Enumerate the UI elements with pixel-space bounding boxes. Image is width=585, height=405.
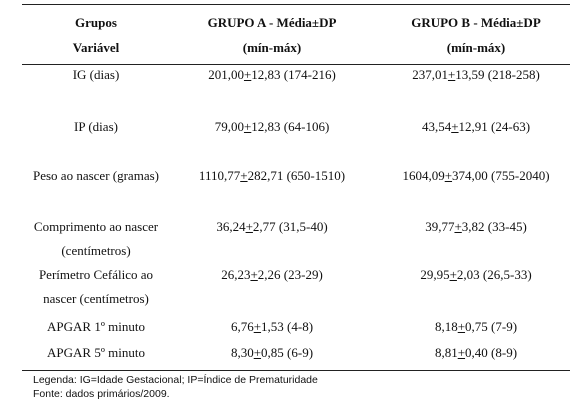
row-perimetro-group-a: 26,23+2,26 (23-29) — [176, 264, 368, 285]
range-value: (64-106) — [283, 119, 330, 134]
row-comprimento-group-b: 39,77+3,82 (33-45) — [376, 216, 576, 237]
row-ip-group-b: 43,54+12,91 (24-63) — [376, 116, 576, 137]
row-peso-group-a: 1110,77+282,71 (650-1510) — [176, 165, 368, 186]
plus-minus-sign: + — [250, 267, 258, 282]
mean-value: 8,30 — [230, 345, 254, 360]
range-value: (33-45) — [487, 219, 527, 234]
table-bottom-rule — [22, 370, 570, 371]
sd-value: 0,40 — [465, 345, 488, 360]
plus-minus-sign: + — [444, 168, 453, 183]
row-label-comprimento-unit: (centímetros) — [61, 243, 131, 258]
mean-value: 8,81 — [434, 345, 458, 360]
sd-value: 12,91 — [458, 119, 488, 134]
mean-value: 237,01 — [412, 67, 448, 82]
plus-minus-sign: + — [451, 119, 459, 134]
sd-value: 1,53 — [261, 319, 284, 334]
range-value: (218-258) — [487, 67, 540, 82]
range-value: (23-29) — [283, 267, 323, 282]
sd-value: 2,03 — [456, 267, 480, 282]
header-bottom-rule — [22, 64, 570, 65]
mean-value: 26,23 — [221, 267, 251, 282]
row-apgar-5-group-b: 8,81+0,40 (8-9) — [376, 342, 576, 363]
row-apgar-1-group-a: 6,76+1,53 (4-8) — [176, 316, 368, 337]
row-label-comprimento: Comprimento ao nascer — [33, 219, 159, 234]
row-perimetro-group-b: 29,95+2,03 (26,5-33) — [376, 264, 576, 285]
range-value: (8-9) — [491, 345, 518, 360]
range-value: (650-1510) — [286, 168, 346, 183]
row-ig-group-b: 237,01+13,59 (218-258) — [376, 64, 576, 85]
row-label-ig: IG (dias) — [72, 67, 120, 82]
mean-value: 6,76 — [230, 319, 254, 334]
mean-value: 201,00 — [208, 67, 244, 82]
header-grupo-a: GRUPO A - Média±DP — [207, 15, 337, 30]
sd-value: 3,82 — [461, 219, 485, 234]
row-apgar-5-group-a: 8,30+0,85 (6-9) — [176, 342, 368, 363]
plus-minus-sign: + — [457, 319, 466, 334]
mean-value: 39,77 — [425, 219, 455, 234]
sd-value: 12,83 — [251, 119, 281, 134]
sd-value: 13,59 — [455, 67, 485, 82]
row-label-apgar-1: APGAR 1º minuto — [47, 319, 145, 334]
row-comprimento-group-a: 36,24+2,77 (31,5-40) — [176, 216, 368, 237]
table-top-rule — [22, 4, 570, 5]
row-label-peso: Peso ao nascer (gramas) — [33, 168, 159, 183]
plus-minus-sign: + — [454, 219, 462, 234]
row-label-apgar-5: APGAR 5º minuto — [47, 345, 145, 360]
plus-minus-sign: + — [449, 267, 457, 282]
range-value: (755-2040) — [491, 168, 550, 183]
sd-value: 282,71 — [247, 168, 284, 183]
row-apgar-1-group-b: 8,18+0,75 (7-9) — [376, 316, 576, 337]
mean-value: 1604,09 — [402, 168, 445, 183]
plus-minus-sign: + — [243, 67, 252, 82]
header-grupos: Grupos — [75, 15, 117, 30]
range-value: (31,5-40) — [278, 219, 328, 234]
header-variavel: Variável — [72, 40, 120, 55]
row-label-perimetro: Perímetro Cefálico ao — [38, 267, 154, 282]
range-value: (26,5-33) — [482, 267, 532, 282]
table-source: Fonte: dados primários/2009. — [33, 388, 170, 400]
range-value: (6-9) — [287, 345, 314, 360]
table-legend: Legenda: IG=Idade Gestacional; IP=Índice… — [33, 374, 318, 386]
row-ig-group-a: 201,00+12,83 (174-216) — [176, 64, 368, 85]
sd-value: 2,77 — [252, 219, 276, 234]
plus-minus-sign: + — [253, 345, 262, 360]
mean-value: 29,95 — [420, 267, 450, 282]
row-peso-group-b: 1604,09+374,00 (755-2040) — [376, 165, 576, 186]
plus-minus-sign: + — [457, 345, 466, 360]
row-label-ip: IP (dias) — [74, 119, 118, 134]
plus-minus-sign: + — [253, 319, 262, 334]
sd-value: 2,26 — [257, 267, 281, 282]
plus-minus-sign: + — [243, 119, 252, 134]
mean-value: 8,18 — [434, 319, 458, 334]
row-label-perimetro-line2: nascer (centímetros) — [43, 291, 149, 306]
sd-value: 0,85 — [261, 345, 284, 360]
header-grupo-b: GRUPO B - Média±DP — [411, 15, 541, 30]
sd-value: 374,00 — [452, 168, 488, 183]
sd-value: 12,83 — [251, 67, 281, 82]
mean-value: 1110,77 — [198, 168, 241, 183]
row-ip-group-a: 79,00+12,83 (64-106) — [176, 116, 368, 137]
mean-value: 36,24 — [216, 219, 246, 234]
plus-minus-sign: + — [240, 168, 248, 183]
plus-minus-sign: + — [245, 219, 253, 234]
header-grupo-a-range: (mín-máx) — [242, 40, 302, 55]
range-value: (174-216) — [283, 67, 336, 82]
mean-value: 79,00 — [214, 119, 244, 134]
header-grupo-b-range: (mín-máx) — [446, 40, 506, 55]
sd-value: 0,75 — [465, 319, 488, 334]
range-value: (7-9) — [491, 319, 518, 334]
mean-value: 43,54 — [421, 119, 452, 134]
range-value: (4-8) — [287, 319, 314, 334]
plus-minus-sign: + — [447, 67, 456, 82]
range-value: (24-63) — [491, 119, 531, 134]
